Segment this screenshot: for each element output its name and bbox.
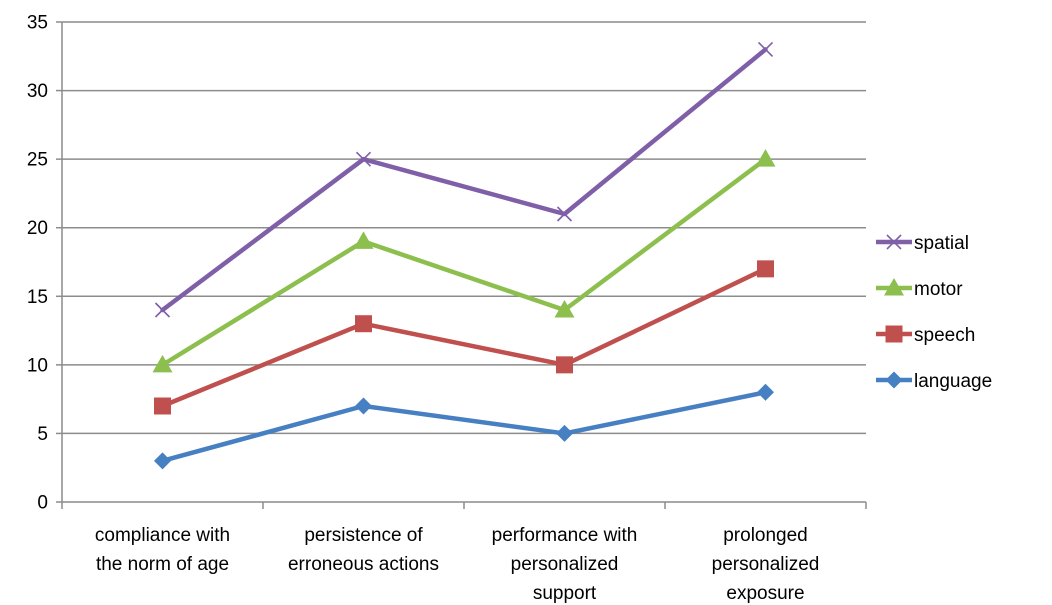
legend-marker-spatial: [886, 234, 902, 250]
legend-marker-speech: [885, 325, 903, 343]
x-tick-label: persistence of erroneous actions: [288, 525, 439, 575]
data-point-motor: [353, 231, 374, 249]
x-tick-label: performance with personalized support: [492, 525, 638, 604]
data-point-motor: [755, 149, 776, 167]
series-line-language: [160, 390, 768, 464]
legend-item-speech: speech: [876, 325, 975, 346]
y-tick-label: 5: [37, 424, 48, 445]
legend-marker-motor: [884, 278, 904, 296]
series-line-speech: [160, 266, 768, 409]
data-point-spatial: [757, 41, 774, 57]
data-point-language: [556, 424, 573, 442]
series-language: [154, 383, 774, 470]
legend-label-speech: speech: [914, 325, 975, 346]
data-point-speech: [757, 260, 774, 278]
data-point-speech: [154, 397, 171, 415]
data-point-language: [757, 383, 774, 401]
y-tick-label: 35: [27, 13, 48, 34]
y-tick-label: 10: [27, 355, 48, 376]
x-tick-label: prolonged personalized exposure: [712, 525, 820, 604]
legend-label-spatial: spatial: [914, 233, 969, 254]
series-line-motor: [160, 156, 768, 368]
y-tick-label: 0: [37, 493, 48, 514]
data-point-spatial: [154, 302, 171, 318]
data-point-motor: [152, 354, 173, 373]
series-speech: [154, 260, 774, 415]
legend-item-language: language: [876, 371, 992, 392]
data-point-motor: [554, 300, 575, 318]
x-tick-label: compliance with the norm of age: [95, 525, 230, 575]
legend-label-motor: motor: [914, 279, 963, 300]
y-tick-label: 30: [27, 81, 48, 102]
data-point-spatial: [556, 206, 573, 222]
legend-marker-language: [885, 371, 903, 389]
legend-label-language: language: [914, 371, 992, 392]
data-point-language: [154, 452, 171, 470]
data-point-speech: [355, 315, 372, 333]
data-point-language: [355, 397, 372, 415]
series-lines: [152, 41, 776, 470]
axes: 0 5 10 15 20 25 30 35 compliance with the norm of…: [27, 13, 867, 604]
y-tick-label: 20: [27, 218, 48, 239]
y-tick-label: 25: [27, 150, 48, 171]
legend-item-spatial: spatial: [876, 233, 969, 254]
data-point-speech: [556, 356, 573, 374]
data-point-spatial: [355, 151, 372, 167]
gridlines: [62, 21, 866, 435]
series-motor: [152, 149, 776, 373]
legend-item-motor: motor: [876, 278, 963, 300]
series-line-spatial: [160, 47, 768, 313]
series-spatial: [154, 41, 774, 318]
legend: spatial motor speech language: [876, 233, 992, 392]
y-tick-label: 15: [27, 287, 48, 308]
